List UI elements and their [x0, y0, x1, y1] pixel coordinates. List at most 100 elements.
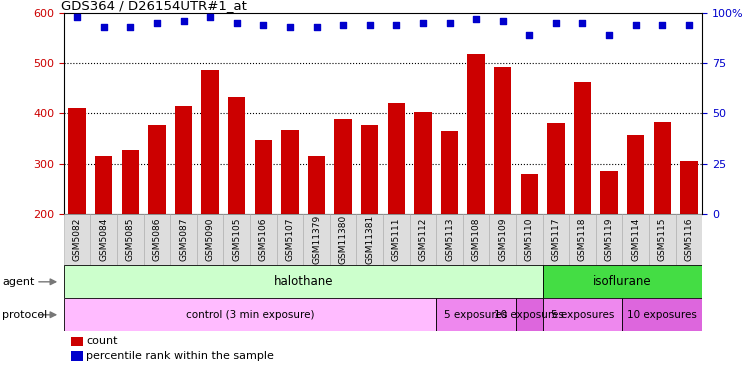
- Point: [177, 18, 189, 24]
- Text: 5 exposures: 5 exposures: [445, 310, 508, 320]
- Text: agent: agent: [2, 277, 35, 287]
- Bar: [122, 150, 139, 315]
- Text: GSM5109: GSM5109: [498, 218, 507, 261]
- Text: GSM5115: GSM5115: [658, 218, 667, 261]
- FancyBboxPatch shape: [516, 298, 543, 331]
- Point: [629, 22, 641, 28]
- Bar: [201, 70, 219, 315]
- FancyBboxPatch shape: [436, 214, 463, 265]
- FancyBboxPatch shape: [516, 214, 543, 265]
- Point: [125, 24, 137, 30]
- Point: [337, 22, 349, 28]
- Point: [656, 22, 668, 28]
- Bar: [520, 174, 538, 315]
- FancyBboxPatch shape: [623, 298, 702, 331]
- Text: protocol: protocol: [2, 310, 47, 320]
- Bar: [68, 108, 86, 315]
- Point: [577, 20, 589, 26]
- Bar: [627, 135, 644, 315]
- Text: GSM5107: GSM5107: [285, 218, 294, 261]
- Text: GSM5087: GSM5087: [179, 218, 188, 261]
- FancyBboxPatch shape: [64, 214, 90, 265]
- Bar: [95, 156, 113, 315]
- Point: [683, 22, 695, 28]
- FancyBboxPatch shape: [596, 214, 623, 265]
- FancyBboxPatch shape: [224, 214, 250, 265]
- Point: [71, 14, 83, 20]
- Text: GSM5110: GSM5110: [525, 218, 534, 261]
- Bar: [441, 131, 458, 315]
- Text: GSM5082: GSM5082: [73, 218, 82, 261]
- Text: count: count: [86, 336, 118, 347]
- Text: control (3 min exposure): control (3 min exposure): [185, 310, 314, 320]
- Text: 10 exposures: 10 exposures: [494, 310, 564, 320]
- FancyBboxPatch shape: [250, 214, 276, 265]
- FancyBboxPatch shape: [64, 298, 436, 331]
- Text: GSM5119: GSM5119: [605, 218, 614, 261]
- FancyBboxPatch shape: [676, 214, 702, 265]
- Bar: [415, 112, 432, 315]
- Text: halothane: halothane: [273, 275, 333, 288]
- Text: GSM5111: GSM5111: [392, 218, 401, 261]
- Point: [310, 24, 322, 30]
- Bar: [148, 124, 165, 315]
- Bar: [228, 97, 246, 315]
- Bar: [388, 103, 405, 315]
- Point: [417, 20, 429, 26]
- Text: GSM5112: GSM5112: [418, 218, 427, 261]
- Point: [496, 18, 508, 24]
- FancyBboxPatch shape: [276, 214, 303, 265]
- FancyBboxPatch shape: [649, 214, 676, 265]
- Text: 5 exposures: 5 exposures: [550, 310, 614, 320]
- Point: [444, 20, 456, 26]
- Point: [284, 24, 296, 30]
- FancyBboxPatch shape: [623, 214, 649, 265]
- Bar: [467, 53, 484, 315]
- Bar: [574, 82, 591, 315]
- FancyBboxPatch shape: [543, 298, 623, 331]
- FancyBboxPatch shape: [409, 214, 436, 265]
- Text: GSM5105: GSM5105: [232, 218, 241, 261]
- Bar: [601, 171, 618, 315]
- Bar: [680, 161, 698, 315]
- Text: GSM11380: GSM11380: [339, 215, 348, 264]
- FancyBboxPatch shape: [170, 214, 197, 265]
- Text: percentile rank within the sample: percentile rank within the sample: [86, 351, 274, 361]
- Bar: [494, 67, 511, 315]
- Text: GSM5085: GSM5085: [126, 218, 135, 261]
- FancyBboxPatch shape: [543, 214, 569, 265]
- FancyBboxPatch shape: [143, 214, 170, 265]
- Point: [603, 32, 615, 38]
- FancyBboxPatch shape: [117, 214, 143, 265]
- Bar: [653, 122, 671, 315]
- Text: GSM5090: GSM5090: [206, 218, 215, 261]
- Point: [98, 24, 110, 30]
- Text: GSM5114: GSM5114: [631, 218, 640, 261]
- FancyBboxPatch shape: [463, 214, 490, 265]
- FancyBboxPatch shape: [569, 214, 596, 265]
- FancyBboxPatch shape: [436, 298, 516, 331]
- Point: [523, 32, 535, 38]
- Text: GSM5086: GSM5086: [152, 218, 161, 261]
- Text: isoflurane: isoflurane: [593, 275, 652, 288]
- Point: [363, 22, 376, 28]
- Bar: [361, 124, 379, 315]
- Text: GSM5116: GSM5116: [684, 218, 693, 261]
- FancyBboxPatch shape: [330, 214, 357, 265]
- Bar: [255, 139, 272, 315]
- Point: [231, 20, 243, 26]
- Point: [550, 20, 562, 26]
- Point: [391, 22, 403, 28]
- Bar: [175, 106, 192, 315]
- FancyBboxPatch shape: [357, 214, 383, 265]
- Text: GSM5118: GSM5118: [578, 218, 587, 261]
- Text: GSM5108: GSM5108: [472, 218, 481, 261]
- FancyBboxPatch shape: [90, 214, 117, 265]
- Bar: [334, 119, 351, 315]
- FancyBboxPatch shape: [303, 214, 330, 265]
- Bar: [282, 130, 299, 315]
- Text: GSM11379: GSM11379: [312, 215, 321, 264]
- FancyBboxPatch shape: [197, 214, 224, 265]
- Point: [470, 16, 482, 22]
- FancyBboxPatch shape: [64, 265, 543, 298]
